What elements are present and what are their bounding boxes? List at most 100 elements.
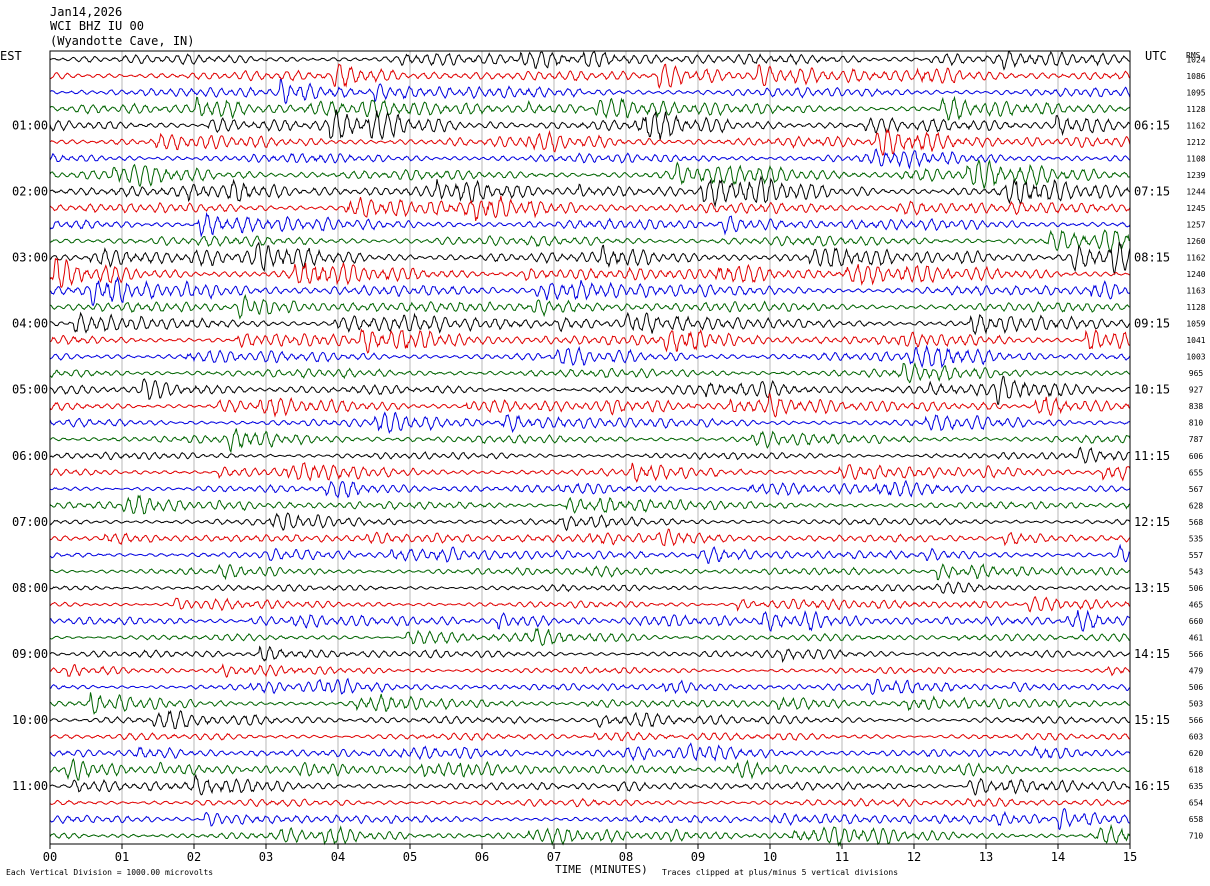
right-hour-label: 14:15	[1134, 647, 1170, 661]
rms-value: 479	[1189, 667, 1204, 676]
trace-row-12	[49, 229, 1131, 253]
trace-row-38	[49, 663, 1131, 678]
x-tick-label: 03	[259, 850, 273, 864]
scale-note: Each Vertical Division = 1000.00 microvo…	[6, 868, 214, 877]
rms-value: 557	[1189, 551, 1204, 560]
rms-value: 1257	[1186, 220, 1205, 229]
trace-row-14	[49, 257, 1131, 288]
rms-value: 655	[1189, 468, 1204, 477]
x-axis-title: TIME (MINUTES)	[555, 863, 648, 876]
trace-row-13	[49, 241, 1131, 276]
header-channel: WCI BHZ IU 00	[50, 19, 144, 33]
trace-row-1	[49, 50, 1131, 71]
trace-row-32	[49, 563, 1131, 581]
rms-value: 628	[1189, 501, 1204, 510]
trace-row-36	[49, 627, 1131, 647]
trace-row-31	[49, 543, 1131, 564]
trace-row-48	[49, 823, 1131, 847]
right-hour-label: 07:15	[1134, 184, 1170, 198]
trace-row-45	[49, 773, 1131, 796]
rms-value: 1212	[1186, 138, 1205, 147]
rms-value: 566	[1189, 650, 1204, 659]
trace-row-6	[49, 127, 1131, 156]
rms-value: 1059	[1186, 320, 1205, 329]
trace-row-47	[49, 807, 1131, 831]
rms-value: 710	[1189, 832, 1204, 841]
right-hour-label: 11:15	[1134, 449, 1170, 463]
x-tick-label: 12	[907, 850, 921, 864]
rms-value: 506	[1189, 584, 1204, 593]
x-tick-label: 06	[475, 850, 489, 864]
left-timezone-label: EST	[0, 49, 22, 63]
left-hour-label: 02:00	[12, 184, 48, 198]
rms-value: 503	[1189, 700, 1204, 709]
right-hour-label: 15:15	[1134, 713, 1170, 727]
rms-value: 787	[1189, 435, 1204, 444]
trace-row-43	[49, 742, 1131, 762]
left-hour-label: 06:00	[12, 449, 48, 463]
left-hour-label: 10:00	[12, 713, 48, 727]
rms-value: 1240	[1186, 270, 1205, 279]
header-date: Jan14,2026	[50, 5, 123, 19]
left-hour-label: 11:00	[12, 779, 48, 793]
rms-value: 635	[1189, 782, 1204, 791]
rms-value: 1239	[1186, 171, 1205, 180]
right-hour-label: 16:15	[1134, 779, 1170, 793]
right-hour-labels: 06:15 07:15 08:15 09:15 10:15 11:15 12:15 13:15…	[1134, 118, 1170, 793]
trace-row-39	[49, 677, 1131, 696]
rms-value: 1003	[1186, 353, 1205, 362]
rms-header: RMS	[1186, 51, 1201, 60]
right-timezone-label: UTC	[1145, 49, 1167, 63]
left-hour-label: 08:00	[12, 581, 48, 595]
rms-value: 618	[1189, 766, 1204, 775]
rms-value: 543	[1189, 567, 1204, 576]
trace-row-37	[49, 645, 1131, 663]
trace-row-16	[49, 293, 1131, 320]
trace-row-4	[49, 95, 1131, 121]
x-tick-label: 15	[1123, 850, 1137, 864]
x-tick-label: 04	[331, 850, 345, 864]
rms-value: 838	[1189, 402, 1204, 411]
rms-value: 1244	[1186, 187, 1205, 196]
rms-value: 1095	[1186, 88, 1205, 97]
left-hour-label: 01:00	[12, 118, 48, 132]
trace-row-30	[49, 528, 1131, 547]
rms-value: 654	[1189, 799, 1204, 808]
trace-row-46	[49, 797, 1131, 808]
x-tick-label: 14	[1051, 850, 1065, 864]
trace-row-35	[49, 609, 1131, 632]
trace-row-17	[49, 311, 1131, 336]
rms-value: 965	[1189, 369, 1204, 378]
trace-row-27	[49, 479, 1131, 499]
trace-row-15	[49, 276, 1131, 307]
minute-gridlines	[121, 51, 1059, 844]
right-hour-label: 06:15	[1134, 118, 1170, 132]
rms-value: 620	[1189, 749, 1204, 758]
left-hour-label: 04:00	[12, 317, 48, 331]
trace-row-11	[49, 211, 1131, 238]
rms-value: 1162	[1186, 121, 1205, 130]
trace-row-23	[49, 411, 1131, 434]
trace-row-26	[49, 462, 1131, 483]
rms-values: 1024 1086 1095 1128 1162 1212 1108 1239 1244 1245…	[1186, 55, 1205, 840]
x-tick-label: 13	[979, 850, 993, 864]
trace-row-2	[49, 63, 1131, 89]
clip-note: Traces clipped at plus/minus 5 vertical …	[662, 868, 899, 877]
x-tick-label: 02	[187, 850, 201, 864]
left-hour-label: 03:00	[12, 251, 48, 265]
right-hour-label: 10:15	[1134, 383, 1170, 397]
right-hour-label: 12:15	[1134, 515, 1170, 529]
left-hour-label: 07:00	[12, 515, 48, 529]
rms-value: 535	[1189, 534, 1204, 543]
rms-value: 1024	[1186, 55, 1205, 64]
trace-row-41	[49, 709, 1131, 730]
trace-row-42	[49, 731, 1131, 742]
rms-value: 1108	[1186, 154, 1205, 163]
trace-row-3	[49, 78, 1131, 105]
rms-value: 603	[1189, 733, 1204, 742]
trace-row-44	[49, 757, 1131, 781]
left-hour-label: 09:00	[12, 647, 48, 661]
trace-row-28	[49, 494, 1131, 515]
trace-row-21	[49, 375, 1131, 405]
